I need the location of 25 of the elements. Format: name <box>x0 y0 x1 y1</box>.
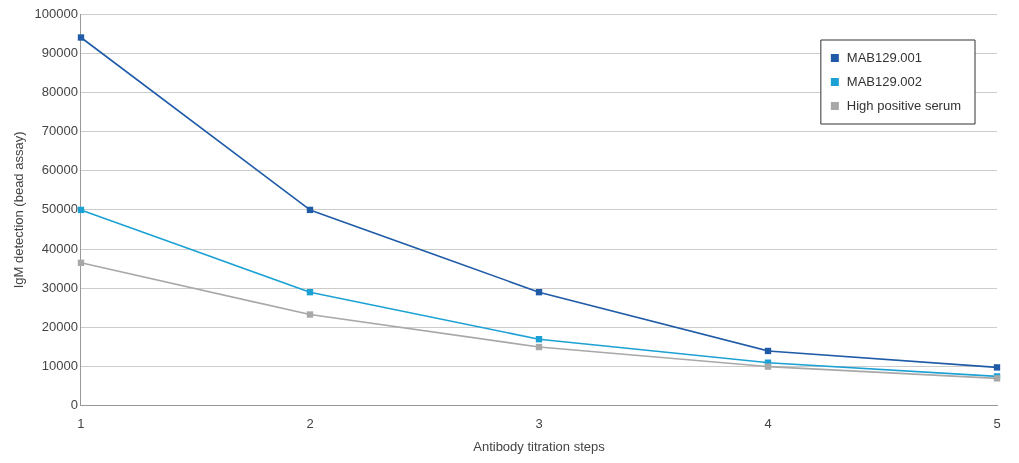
y-tick-label: 60000 <box>41 162 78 178</box>
y-tick-label: 70000 <box>41 123 78 139</box>
legend-label: MAB129.002 <box>846 73 923 89</box>
point <box>77 34 85 41</box>
x-tick-label: 5 <box>993 416 1001 432</box>
y-tick-label: 100000 <box>34 5 78 21</box>
y-tick-label: 10000 <box>41 358 78 374</box>
point <box>993 364 1001 371</box>
y-axis-title: IgM detection (bead assay) <box>11 131 27 289</box>
x-axis-title: Antibody titration steps <box>473 438 606 454</box>
x-tick-label: 3 <box>535 416 543 432</box>
y-tick-label: 50000 <box>41 201 78 217</box>
y-tick-label: 20000 <box>41 319 78 335</box>
x-tick-label: 4 <box>764 416 772 432</box>
y-tick-label: 40000 <box>41 240 78 256</box>
legend-label: MAB129.001 <box>846 49 923 65</box>
x-tick-label: 2 <box>306 416 314 432</box>
y-tick-label: 0 <box>70 397 78 413</box>
y-tick-label: 30000 <box>41 279 78 295</box>
point <box>764 363 772 370</box>
y-tick-label: 80000 <box>41 83 78 99</box>
y-tick-label: 90000 <box>41 44 78 60</box>
legend-label: High positive serum <box>846 97 961 113</box>
x-tick-label: 1 <box>77 416 85 432</box>
point <box>306 311 314 318</box>
